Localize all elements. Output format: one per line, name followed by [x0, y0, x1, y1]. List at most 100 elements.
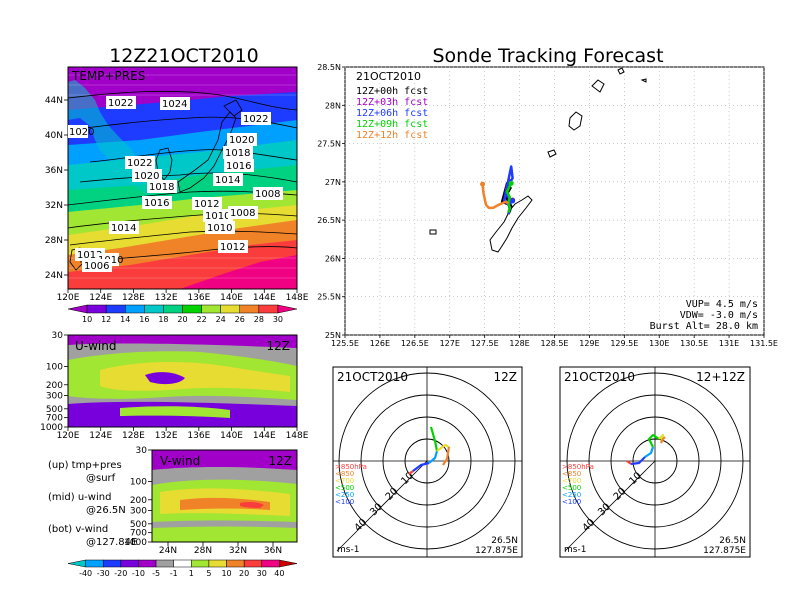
hodograph-legend-item: <100	[562, 498, 581, 506]
track-x-tick-label: 127.5E	[471, 339, 499, 348]
colorbar-swatch	[201, 304, 221, 314]
track-coastlines	[429, 67, 647, 253]
caption-bot-level: @127.84E	[86, 537, 137, 548]
wind-colorbar-label: 40	[274, 569, 284, 578]
track-x-tick-label: 128.5E	[541, 339, 569, 348]
wind-colorbar-label: 20	[239, 569, 249, 578]
legend-06h: 12Z+06h fcst	[356, 108, 428, 119]
wind-colorbar-label: -40	[79, 569, 92, 578]
hodograph-lon: 127.875E	[703, 546, 746, 556]
temp-map-y-ticks: 24N 28N 32N 36N 40N 44N	[45, 96, 68, 281]
map-x-tick-label: 140E	[220, 293, 243, 303]
colorbar-swatch	[220, 304, 241, 314]
isobar-label: 1012	[194, 199, 219, 210]
caption-bot: (bot) v-wind	[48, 524, 108, 535]
wind-colorbar-label: -30	[97, 569, 110, 578]
legend-12h: 12Z+12h fcst	[356, 130, 428, 141]
hodograph-time: 12+12Z	[696, 370, 745, 384]
track-x-tick-label: 126E	[370, 339, 390, 348]
legend-03h: 12Z+03h fcst	[356, 97, 428, 108]
v-y-tick-label: 200	[130, 496, 147, 506]
u-y-tick-label: 700	[46, 414, 63, 424]
colorbar-swatch	[163, 304, 183, 314]
track-y-tick-label: 25N	[325, 331, 341, 340]
track-y-tick-label: 27N	[325, 178, 341, 187]
colorbar-swatch	[67, 304, 88, 314]
colorbar-label: 20	[177, 315, 187, 324]
hodograph-trace-3	[647, 433, 660, 448]
wind-colorbar-swatch	[208, 559, 227, 568]
hodograph-legend-item: <700	[562, 477, 581, 485]
hodograph-legend-item: >850hPa	[562, 463, 594, 471]
wind-colorbar-swatch	[85, 559, 104, 568]
u-x-tick-label: 132E	[155, 431, 178, 441]
wind-colorbar-label: -1	[170, 569, 178, 578]
temp-map-label: TEMP+PRES	[71, 69, 145, 83]
isobar-label: 1020	[134, 171, 159, 182]
hodograph-legend-item: <500	[562, 484, 581, 492]
wind-colorbar-label: -5	[152, 569, 160, 578]
map-x-tick-label: 136E	[187, 293, 210, 303]
track-endpoint-2	[510, 198, 516, 204]
hodograph-trace-3	[429, 426, 439, 452]
caption-up: (up) tmp+pres	[48, 460, 122, 471]
colorbar-label: 12	[101, 315, 111, 324]
hodograph-lat: 26.5N	[719, 536, 746, 546]
isobar-label: 1010	[207, 223, 232, 234]
v-wind-frame	[151, 449, 298, 543]
hodograph-legend-item: <850	[335, 470, 354, 478]
track-endpoint-3	[508, 180, 514, 186]
v-wind-x-ticks: 24N 28N 32N 36N	[159, 542, 282, 556]
isobar-label: 1022	[108, 98, 133, 109]
isobar-label: 1006	[84, 261, 109, 272]
colorbar-swatch	[239, 304, 260, 314]
isobar-label: 1012	[77, 250, 102, 261]
caption-mid-level: @26.5N	[86, 505, 126, 516]
v-x-tick-label: 28N	[194, 546, 212, 556]
isobar-label: 1024	[162, 99, 187, 110]
map-x-tick-label: 132E	[155, 293, 178, 303]
u-x-tick-label: 124E	[89, 431, 112, 441]
wind-colorbar-label: -20	[114, 569, 127, 578]
u-y-tick-label: 300	[46, 391, 63, 401]
isobar-label: 1016	[226, 161, 251, 172]
colorbar-label: 26	[235, 315, 245, 324]
u-y-tick-label: 1000	[40, 423, 63, 433]
isobar-label: 1014	[215, 175, 240, 186]
v-x-tick-label: 32N	[229, 546, 247, 556]
isobar-label: 1010	[205, 211, 230, 222]
hodograph-trace-5	[442, 446, 451, 466]
isobar-label: 1008	[230, 208, 255, 219]
wind-colorbar: -40 -30 -20 -10 -5 -1 1 5 10 20 30 40	[67, 559, 298, 578]
hodograph-unit: ms-1	[564, 545, 586, 555]
u-wind-time: 12Z	[267, 339, 291, 353]
map-y-tick-label: 40N	[45, 131, 63, 141]
wind-colorbar-swatch	[67, 559, 86, 568]
u-y-tick-label: 200	[46, 381, 63, 391]
hodograph-diagonal	[336, 460, 428, 552]
hodograph-trace-1	[412, 461, 430, 472]
isobar-label: 1008	[255, 189, 280, 200]
u-wind-x-ticks: 120E 124E 128E 132E 136E 140E 144E 148E	[57, 427, 309, 441]
isobar-label: 1012	[220, 242, 245, 253]
isobar-label: 1020	[69, 127, 94, 138]
v-x-tick-label: 36N	[264, 546, 282, 556]
colorbar-swatch	[86, 304, 107, 314]
u-x-tick-label: 128E	[122, 431, 145, 441]
hodograph-unit: ms-1	[337, 545, 359, 555]
u-x-tick-label: 144E	[253, 431, 276, 441]
wind-colorbar-swatch	[261, 559, 280, 568]
map-x-tick-label: 148E	[286, 293, 309, 303]
legend-09h: 12Z+09h fcst	[356, 119, 428, 130]
track-y-tick-label: 28.5N	[317, 63, 341, 72]
temp-map-x-ticks: 120E 124E 128E 132E 136E 140E 144E 148E	[57, 289, 309, 303]
isobar-label: 1022	[127, 158, 152, 169]
vup-readout: VUP= 4.5 m/s	[686, 299, 758, 310]
track-x-tick-label: 131E	[719, 339, 739, 348]
u-x-tick-label: 148E	[286, 431, 309, 441]
colorbar-swatch	[182, 304, 202, 314]
wind-colorbar-label: 10	[221, 569, 231, 578]
right-title: Sonde Tracking Forecast	[432, 45, 663, 67]
wind-colorbar-swatch	[120, 559, 139, 568]
